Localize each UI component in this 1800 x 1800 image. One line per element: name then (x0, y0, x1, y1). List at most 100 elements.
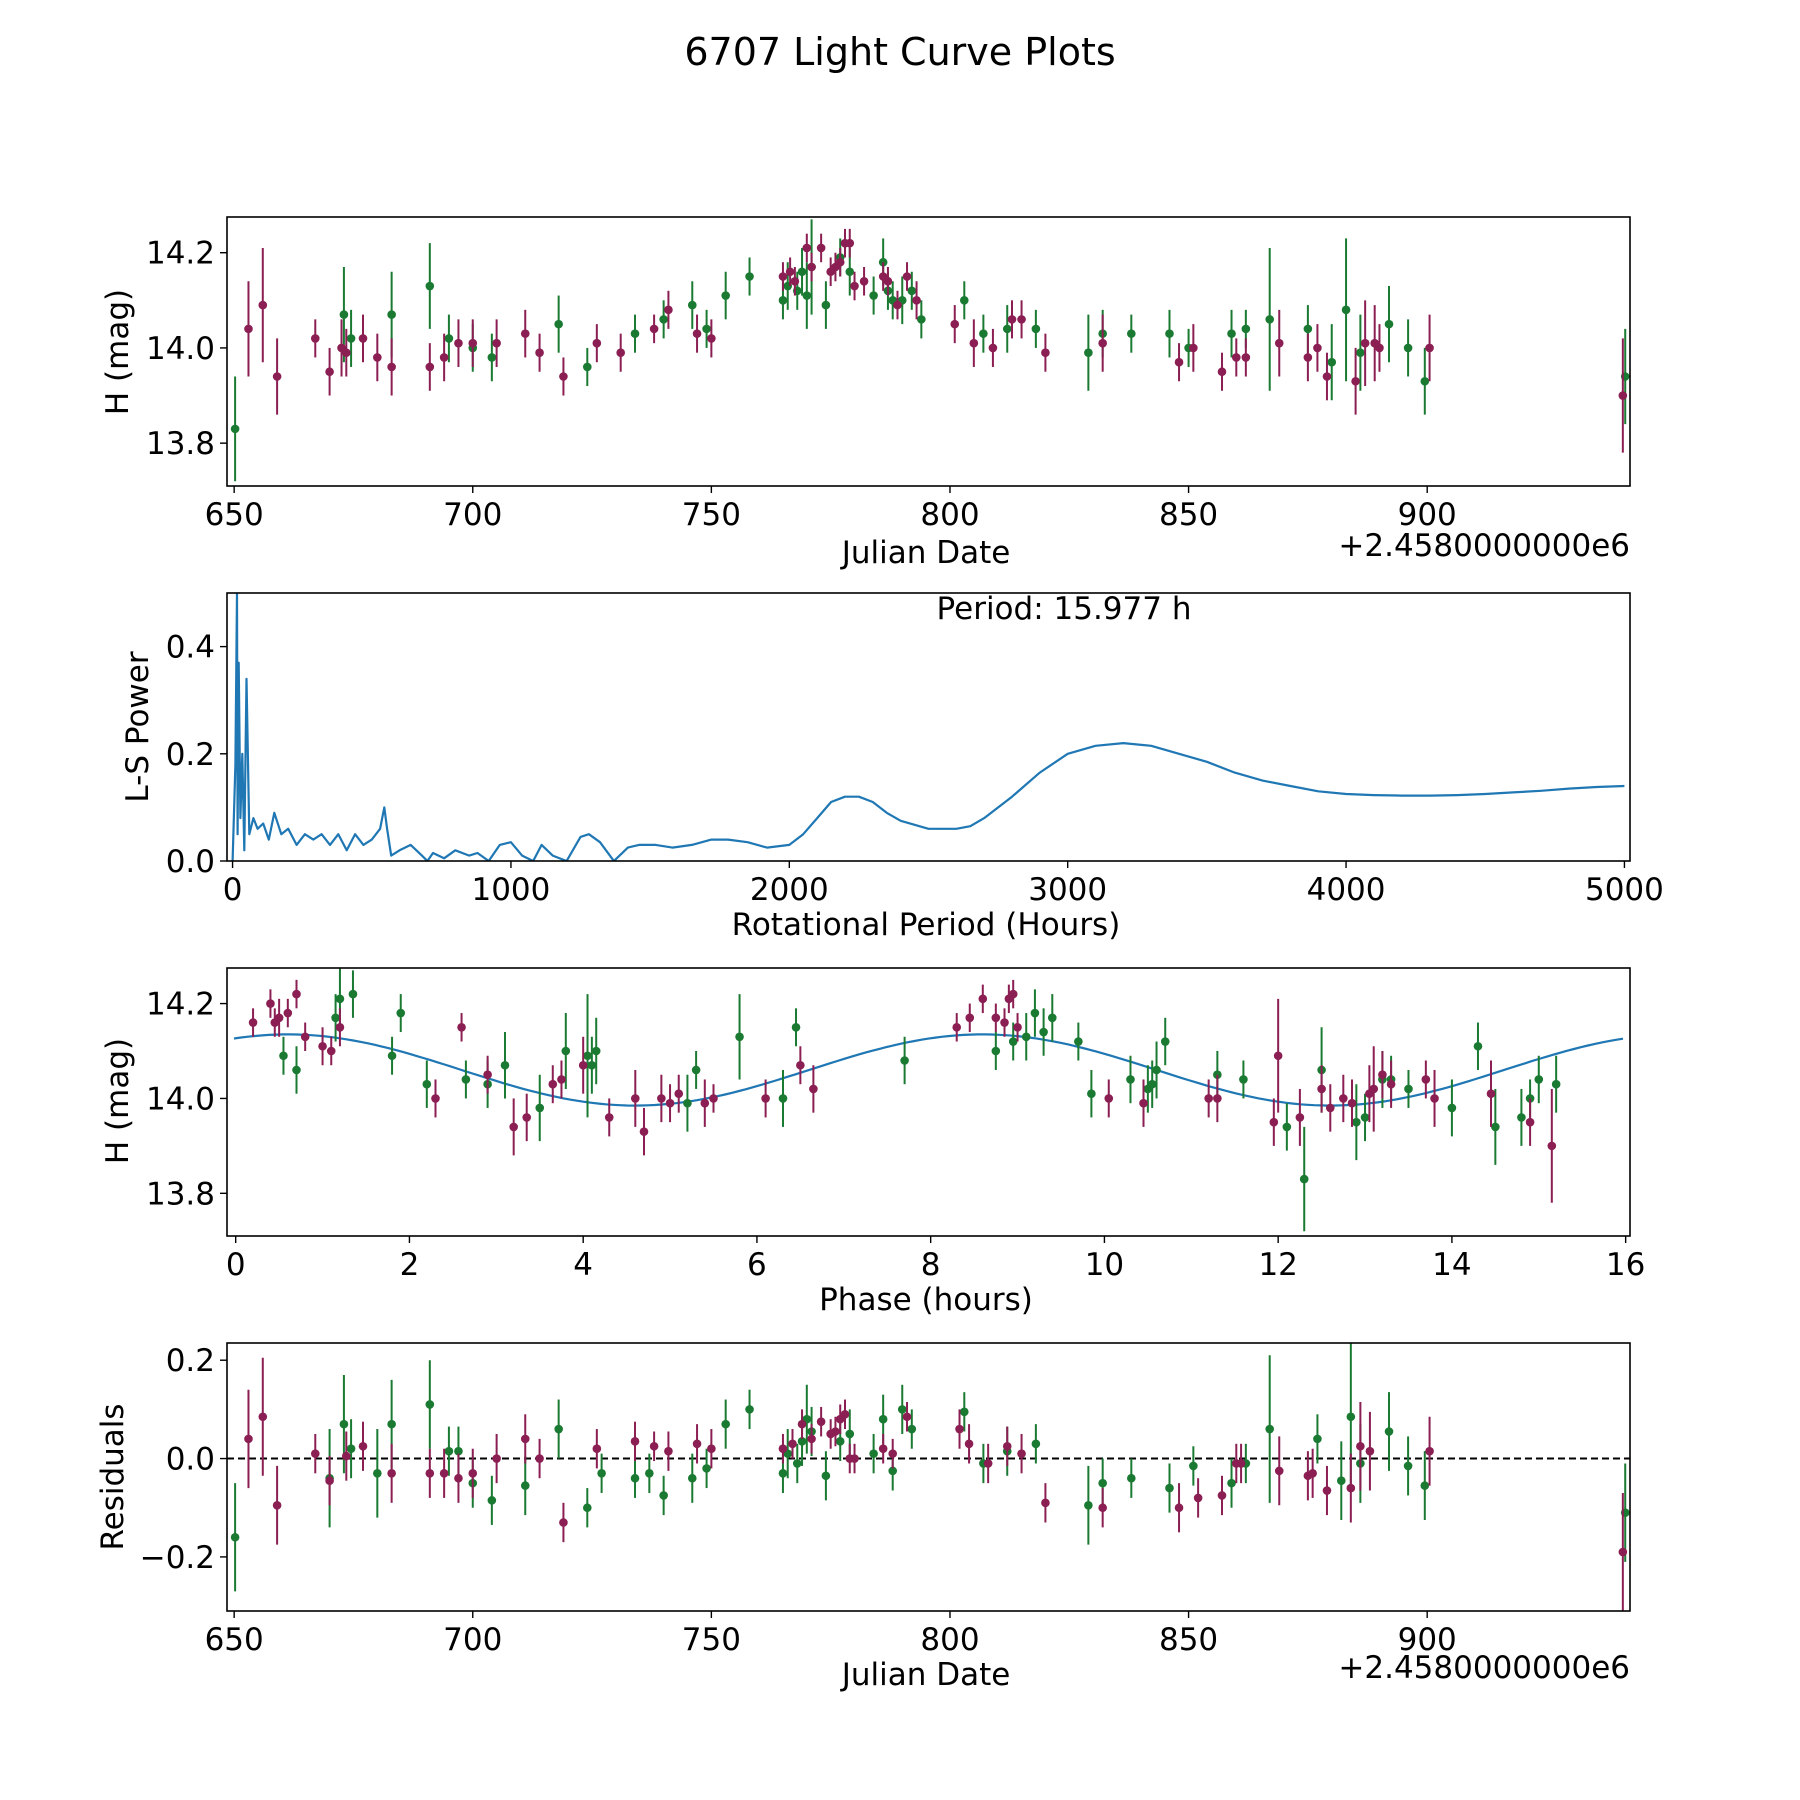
green-marker (791, 1022, 801, 1032)
purple-marker (797, 1419, 807, 1429)
purple-marker (1347, 1098, 1357, 1108)
purple-data-point (559, 1502, 568, 1543)
green-data-point (630, 314, 640, 353)
purple-marker (1217, 367, 1227, 377)
green-marker (1420, 1481, 1430, 1490)
purple-data-point (1339, 1074, 1348, 1123)
green-marker (1265, 1424, 1275, 1434)
green-data-point (1084, 314, 1093, 391)
green-data-point (348, 970, 358, 1018)
residuals-xlabel: Julian Date (840, 1657, 1011, 1693)
purple-data-point (1236, 1443, 1246, 1484)
purple-data-point (1370, 305, 1379, 382)
purple-marker (835, 257, 845, 267)
purple-marker (778, 1444, 788, 1454)
green-marker (1213, 1070, 1222, 1080)
purple-marker (548, 1079, 558, 1089)
green-data-point (979, 314, 988, 353)
green-data-point (1239, 1060, 1248, 1099)
purple-data-point (1174, 343, 1184, 382)
green-marker (1021, 1032, 1031, 1042)
purple-marker (1486, 1089, 1496, 1098)
purple-marker (707, 1444, 716, 1454)
purple-data-point (664, 1431, 673, 1471)
purple-marker (1273, 1051, 1283, 1061)
green-data-point (396, 994, 406, 1033)
purple-data-point (1386, 1060, 1396, 1108)
y-tick-label: 13.8 (146, 426, 215, 462)
green-data-point (1447, 1079, 1457, 1137)
green-marker (1360, 1113, 1370, 1122)
green-data-point (745, 1389, 754, 1430)
purple-data-point (630, 1421, 640, 1462)
green-marker (1420, 376, 1430, 386)
green-marker (1265, 315, 1275, 324)
x-tick-label: 8 (921, 1247, 941, 1283)
x-tick-label: 800 (920, 1622, 979, 1658)
x-tick-label: 3000 (1028, 872, 1107, 908)
purple-marker (292, 989, 301, 999)
green-marker (630, 329, 640, 338)
purple-data-point (835, 247, 845, 277)
green-marker (487, 1496, 497, 1505)
green-marker (1341, 305, 1351, 315)
green-marker (835, 1437, 845, 1446)
green-data-point (1336, 1441, 1346, 1521)
purple-marker (649, 1441, 659, 1451)
purple-marker (965, 1013, 975, 1023)
green-marker (702, 1464, 711, 1473)
green-marker (230, 1532, 240, 1542)
green-marker (687, 1473, 697, 1483)
purple-marker (425, 1469, 435, 1478)
purple-data-point (1351, 347, 1360, 415)
purple-marker (1098, 1503, 1107, 1513)
green-data-point (1313, 1414, 1322, 1464)
green-data-point (1087, 1069, 1096, 1118)
purple-marker (840, 1410, 850, 1419)
period-annotation: Period: 15.977 h (937, 591, 1192, 627)
purple-data-point (761, 1079, 770, 1118)
x-tick-label: 900 (1398, 497, 1457, 533)
purple-marker (807, 1434, 816, 1444)
purple-marker (1386, 1079, 1396, 1089)
purple-marker (578, 1060, 588, 1070)
purple-marker (457, 1022, 466, 1032)
purple-data-point (1139, 1079, 1148, 1127)
purple-marker (616, 348, 625, 357)
green-marker (487, 353, 497, 362)
purple-data-point (1013, 1013, 1022, 1042)
green-data-point (1403, 1436, 1413, 1496)
purple-marker (559, 1518, 568, 1527)
purple-data-point (326, 1036, 336, 1066)
purple-marker (1351, 376, 1360, 386)
purple-marker (1269, 1117, 1279, 1127)
green-data-point (500, 1032, 510, 1099)
purple-marker (1189, 343, 1198, 353)
purple-marker (492, 338, 501, 348)
green-data-point (1403, 319, 1413, 377)
purple-marker (878, 1444, 888, 1454)
purple-data-point (840, 1399, 850, 1430)
purple-data-point (592, 1429, 602, 1469)
green-marker (387, 310, 396, 319)
purple-data-point (342, 1431, 351, 1481)
purple-data-point (557, 1060, 566, 1099)
green-data-point (702, 1448, 711, 1489)
purple-data-point (1303, 333, 1313, 382)
purple-marker (1217, 1491, 1227, 1500)
green-data-point (721, 271, 730, 320)
green-marker (1098, 1478, 1107, 1488)
purple-data-point (964, 1424, 974, 1464)
x-tick-label: 650 (205, 497, 264, 533)
purple-data-point (1347, 1079, 1357, 1127)
purple-data-point (692, 314, 702, 353)
purple-marker (1547, 1141, 1557, 1151)
green-marker (721, 291, 730, 300)
purple-data-point (1098, 1488, 1107, 1528)
purple-marker (1365, 1446, 1375, 1456)
green-data-point (645, 1453, 654, 1493)
purple-data-point (1295, 1088, 1305, 1146)
y-tick-label: 0.2 (166, 1343, 215, 1379)
phased-plot-area (233, 968, 1624, 1232)
green-marker (335, 994, 345, 1004)
